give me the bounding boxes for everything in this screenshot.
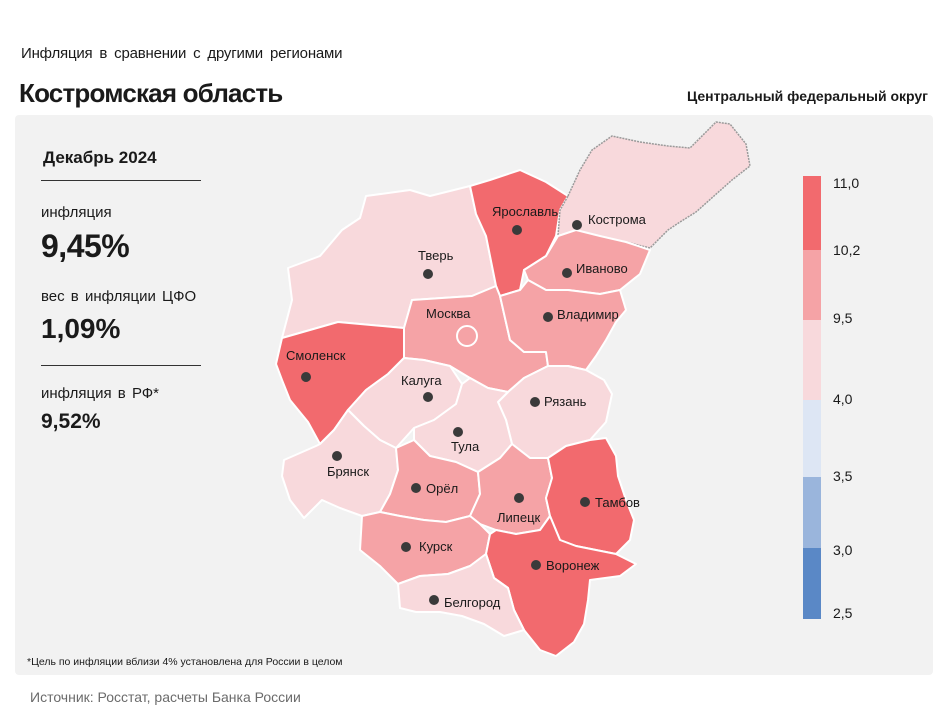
city-marker-yaroslavl [512,225,522,235]
city-label-smolensk: Смоленск [286,348,346,363]
city-marker-tula [453,427,463,437]
city-label-bryansk: Брянск [327,464,369,479]
city-marker-kursk [401,542,411,552]
divider [41,365,201,366]
legend-bin-3-0-3-5 [803,477,821,548]
legend-bin-3-5-4-0 [803,400,821,477]
city-label-moscow: Москва [426,306,471,321]
city-marker-ivanovo [562,268,572,278]
city-marker-lipetsk [514,493,524,503]
legend-tick: 11,0 [833,175,859,191]
city-marker-smolensk [301,372,311,382]
page-title: Костромская область [19,78,283,108]
city-marker-voronezh [531,560,541,570]
city-label-lipetsk: Липецк [497,510,541,525]
city-marker-kaluga [423,392,433,402]
weight-value: 1,09% [41,313,121,344]
city-marker-bryansk [332,451,342,461]
period-label: Декабрь 2024 [43,148,157,167]
rf-inflation-label: инфляция в РФ* [41,385,160,402]
city-label-orel: Орёл [426,481,458,496]
region-vladimir[interactable] [499,279,627,371]
city-marker-kostroma [572,220,582,230]
legend-tick: 3,5 [833,468,853,484]
city-label-kostroma: Кострома [588,212,647,227]
city-label-vladimir: Владимир [557,307,619,322]
source-note: Источник: Росстат, расчеты Банка России [30,689,301,705]
inflation-label: инфляция [41,204,112,221]
city-label-kursk: Курск [419,539,453,554]
weight-label: вес в инфляции ЦФО [41,288,197,305]
region-kostroma[interactable] [557,121,751,249]
city-label-ivanovo: Иваново [576,261,628,276]
city-marker-tver [423,269,433,279]
city-marker-belgorod [429,595,439,605]
region-map: Кострома Ярославль Тверь Иваново Москва … [275,121,860,657]
map-panel: Декабрь 2024 инфляция 9,45% вес в инфляц… [15,115,933,675]
city-label-tver: Тверь [418,248,454,263]
legend-bin-9-5-10-2 [803,250,821,320]
legend-tick: 9,5 [833,310,853,326]
city-marker-tambov [580,497,590,507]
city-label-tambov: Тамбов [595,495,640,510]
city-label-belgorod: Белгород [444,595,501,610]
legend-tick: 2,5 [833,605,853,621]
region-bryansk[interactable] [281,409,399,519]
city-label-ryazan: Рязань [544,394,587,409]
city-marker-ryazan [530,397,540,407]
legend-bin-4-0-9-5 [803,320,821,400]
legend-bin-10-2-11-0 [803,176,821,250]
rf-inflation-value: 9,52% [41,410,101,433]
region-kaluga[interactable] [347,357,463,449]
legend-tick: 4,0 [833,391,853,407]
city-label-voronezh: Воронеж [546,558,600,573]
legend-tick: 10,2 [833,242,860,258]
region-belgorod[interactable] [397,553,525,637]
city-marker-orel [411,483,421,493]
legend-bin-2-5-3-0 [803,548,821,619]
city-label-tula: Тула [451,439,480,454]
divider [41,180,201,181]
region-tambov[interactable] [545,437,635,555]
footnote: *Цель по инфляции вблизи 4% установлена … [27,656,343,668]
legend-tick: 3,0 [833,542,853,558]
inflation-value: 9,45% [41,228,130,264]
city-marker-moscow [456,325,478,347]
chart-subtitle: Инфляция в сравнении с другими регионами [21,45,343,62]
district-name: Центральный федеральный округ [686,88,928,104]
city-marker-vladimir [543,312,553,322]
city-label-yaroslavl: Ярославль [492,204,558,219]
city-label-kaluga: Калуга [401,373,442,388]
